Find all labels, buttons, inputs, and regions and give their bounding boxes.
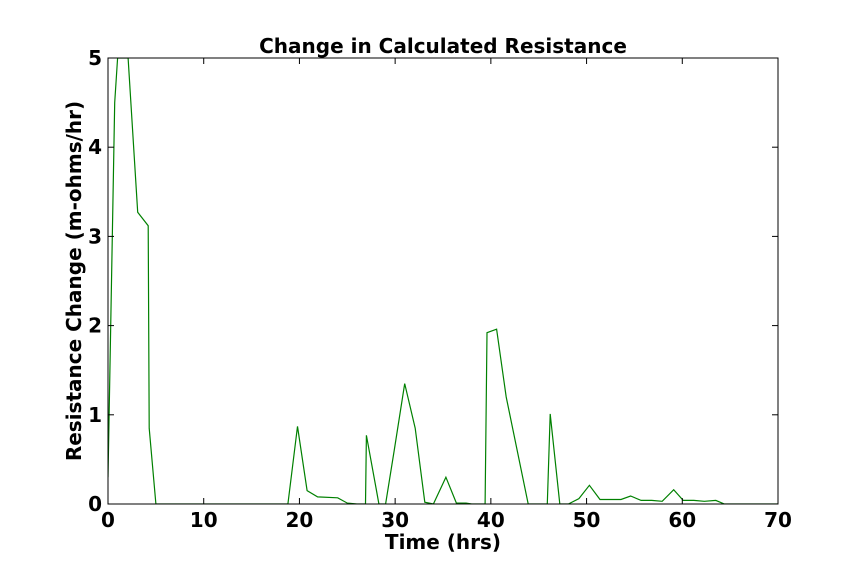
x-tick-label: 50 xyxy=(573,508,601,532)
x-tick-label: 10 xyxy=(190,508,218,532)
series-line-0 xyxy=(108,58,778,504)
y-tick-label: 3 xyxy=(88,224,102,248)
x-tick-label: 60 xyxy=(668,508,696,532)
x-tick-label: 30 xyxy=(381,508,409,532)
y-tick-label: 1 xyxy=(88,403,102,427)
plot-area xyxy=(108,58,778,504)
y-tick-label: 4 xyxy=(88,135,102,159)
y-tick-label: 0 xyxy=(88,492,102,516)
y-tick-label: 2 xyxy=(88,314,102,338)
x-tick-label: 0 xyxy=(101,508,115,532)
axis-ticks: 0 10 20 30 40 50 60 70 0 1 2 3 4 5 xyxy=(88,46,792,532)
y-tick-label: 5 xyxy=(88,46,102,70)
x-tick-label: 20 xyxy=(286,508,314,532)
x-tick-label: 40 xyxy=(477,508,505,532)
plot-frame xyxy=(107,57,779,505)
chart-title: Change in Calculated Resistance xyxy=(259,34,627,58)
y-axis-label: Resistance Change (m-ohms/hr) xyxy=(62,101,86,461)
x-axis-label: Time (hrs) xyxy=(385,530,501,554)
x-tick-label: 70 xyxy=(764,508,792,532)
